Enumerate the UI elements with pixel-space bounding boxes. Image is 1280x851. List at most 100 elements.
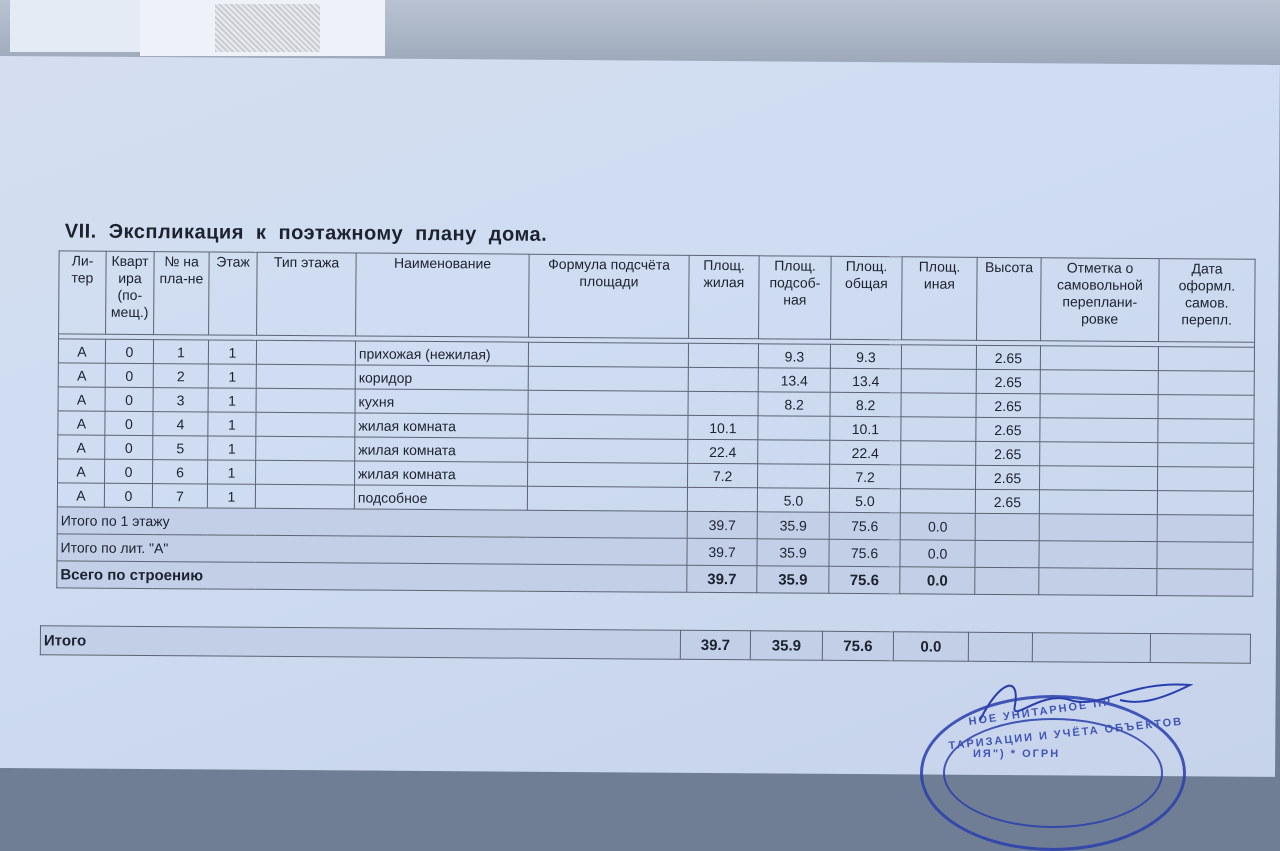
col-header: Наименование: [355, 252, 530, 338]
explication-table: Ли-тер Кварт ира (по-мещ.) № на пла-не Э…: [56, 250, 1256, 597]
cell-name: кухня: [355, 388, 529, 415]
background-card: [140, 0, 385, 56]
cell-podsob: [757, 439, 830, 465]
cell-height: 2.65: [975, 489, 1040, 514]
cell-type: [255, 436, 355, 461]
cell-liter: A: [57, 410, 106, 436]
grand-total-podsob: 35.9: [750, 630, 823, 661]
cell-obsh: 5.0: [829, 488, 901, 513]
col-header: Площ. жилая: [688, 255, 760, 339]
cell-type: [256, 340, 356, 365]
cell-formula: [527, 462, 688, 488]
empty-cell: [1156, 541, 1254, 570]
cell-inaya: [901, 344, 977, 370]
col-header: Кварт ира (по-мещ.): [105, 251, 155, 335]
empty-cell: [1158, 370, 1255, 396]
cell-num: 5: [152, 435, 208, 460]
cell-podsob: [757, 463, 830, 489]
cell-liter: A: [57, 482, 105, 508]
cell-inaya: [900, 464, 976, 490]
empty-cell: [1039, 417, 1158, 443]
cell-obsh: 10.1: [829, 416, 902, 441]
col-header: Высота: [976, 257, 1042, 341]
empty-cell: [1150, 633, 1251, 664]
cell-floor: 1: [207, 411, 257, 437]
cell-num: 2: [153, 363, 209, 388]
empty-cell: [1157, 418, 1254, 444]
cell-liter: A: [58, 338, 106, 364]
empty-cell: [1156, 568, 1253, 597]
empty-cell: [1039, 393, 1159, 419]
cell-podsob: 9.3: [758, 343, 831, 369]
col-header: Площ. общая: [830, 256, 903, 340]
cell-height: 2.65: [975, 465, 1040, 490]
total-obsh: 75.6: [828, 566, 900, 594]
cell-kv: 0: [104, 483, 153, 508]
cell-floor: 1: [208, 387, 257, 413]
total-obsh: 75.6: [829, 512, 901, 540]
empty-cell: [1039, 465, 1158, 491]
cell-podsob: [757, 415, 831, 441]
col-header: Отметка о самовольной переплани-ровке: [1040, 257, 1160, 342]
empty-cell: [1157, 514, 1254, 543]
total-inaya: 0.0: [899, 566, 975, 595]
cell-num: 7: [152, 483, 208, 508]
cell-floor: 1: [208, 363, 257, 389]
cell-inaya: [901, 392, 977, 418]
empty-cell: [1032, 632, 1151, 663]
cell-zhil: 22.4: [687, 439, 758, 464]
cell-height: 2.65: [976, 393, 1041, 418]
cell-obsh: 13.4: [830, 368, 902, 393]
cell-type: [255, 412, 356, 437]
stamp-text: ИЯ") * ОГРН: [973, 748, 1061, 760]
empty-cell: [1158, 346, 1255, 372]
empty-cell: [974, 540, 1040, 568]
cell-height: 2.65: [975, 441, 1040, 466]
grand-total-row: Итого 39.7 35.9 75.6 0.0: [40, 625, 1251, 664]
card-pattern: [215, 4, 320, 52]
cell-podsob: 8.2: [758, 391, 831, 417]
empty-cell: [1038, 540, 1158, 569]
grand-total-table: Итого 39.7 35.9 75.6 0.0: [40, 625, 1251, 664]
cell-floor: 1: [207, 483, 256, 509]
col-header: Формула подсчёта площади: [528, 254, 690, 339]
cell-height: 2.65: [976, 369, 1041, 394]
grand-total-label: Итого: [40, 625, 681, 660]
cell-type: [255, 460, 355, 485]
cell-inaya: [900, 440, 976, 466]
cell-formula: [528, 342, 689, 368]
total-podsob: 35.9: [757, 511, 830, 540]
cell-formula: [527, 414, 689, 440]
cell-type: [255, 484, 355, 509]
section-title: VII. Экспликация к поэтажному плану дома…: [64, 220, 548, 246]
col-header: № на пла-не: [153, 251, 210, 335]
cell-inaya: [900, 416, 977, 442]
grand-total-zhil: 39.7: [680, 630, 751, 660]
col-header: Дата оформл. самов. перепл.: [1158, 258, 1256, 343]
col-header: Тип этажа: [256, 252, 357, 336]
col-header: Ли-тер: [58, 250, 107, 335]
cell-formula: [528, 366, 689, 392]
empty-cell: [1038, 567, 1157, 596]
empty-cell: [1039, 489, 1158, 515]
cell-inaya: [901, 368, 977, 394]
cell-liter: A: [57, 434, 105, 460]
cell-kv: 0: [105, 387, 154, 412]
empty-cell: [1039, 441, 1158, 467]
cell-name: прихожая (нежилая): [355, 340, 529, 367]
cell-liter: A: [58, 362, 106, 388]
official-stamp: НОЕ УНИТАРНОЕ ПР ТАРИЗАЦИИ И УЧЁТА ОБЪЕК…: [920, 695, 1186, 851]
total-inaya: 0.0: [900, 512, 976, 541]
cell-type: [256, 388, 356, 413]
cell-height: 2.65: [975, 417, 1040, 442]
total-obsh: 75.6: [828, 539, 901, 567]
cell-obsh: 7.2: [829, 464, 901, 489]
total-zhil: 39.7: [686, 565, 757, 593]
empty-cell: [1157, 490, 1254, 516]
cell-num: 1: [153, 339, 209, 364]
cell-kv: 0: [105, 363, 154, 388]
cell-zhil: [688, 343, 759, 368]
cell-floor: 1: [208, 339, 257, 365]
cell-kv: 0: [104, 459, 153, 484]
cell-name: жилая комната: [354, 460, 528, 487]
